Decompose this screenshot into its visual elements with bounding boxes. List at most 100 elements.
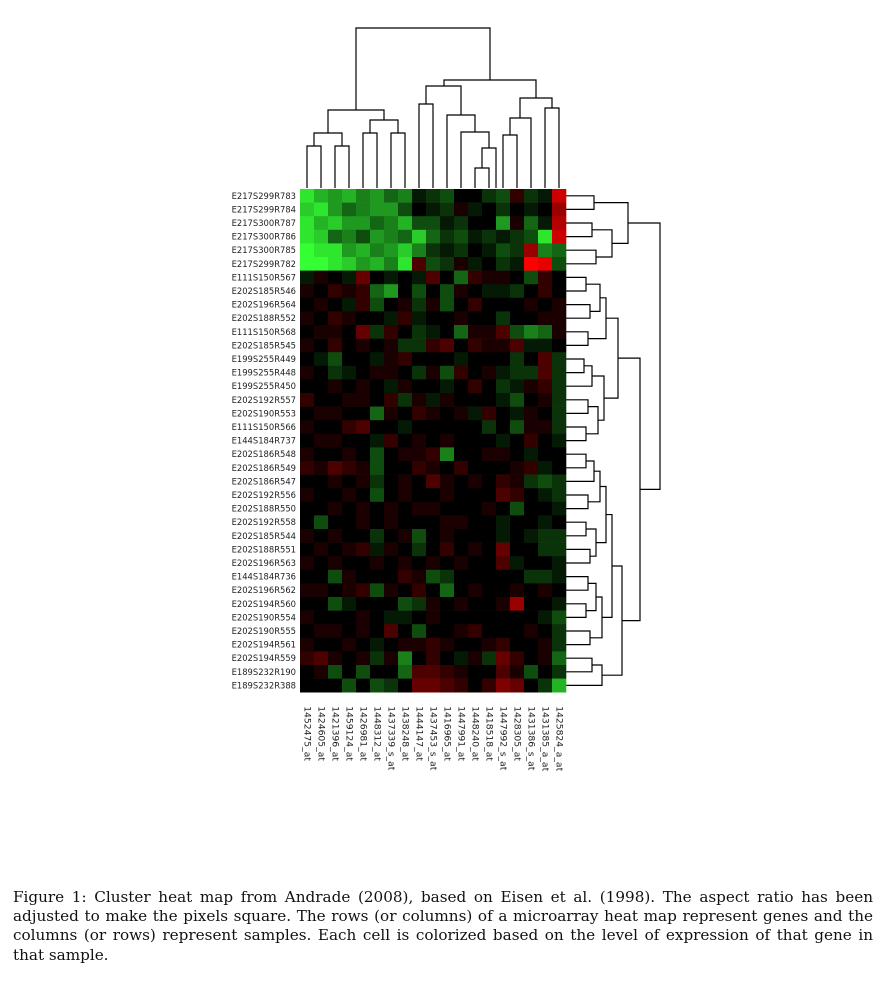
heatmap-cell (538, 257, 553, 271)
heatmap-cell (454, 515, 469, 530)
heatmap-cell (384, 542, 399, 557)
heatmap-cell (370, 597, 385, 611)
heatmap-cell (328, 529, 343, 543)
heatmap-cell (538, 529, 553, 543)
heatmap-cell (482, 202, 497, 217)
heatmap-cell (552, 678, 567, 693)
heatmap-cell (510, 461, 525, 475)
heatmap-cell (356, 297, 371, 312)
heatmap-cell (300, 678, 315, 693)
heatmap-cell (454, 189, 469, 203)
heatmap-cell (468, 297, 483, 312)
dendrogram-branch (566, 630, 591, 646)
heatmap-cell (300, 637, 315, 652)
column-label: 1426981_at (358, 706, 369, 761)
heatmap-cell (398, 243, 413, 258)
heatmap-cell (510, 406, 525, 421)
heatmap-cell (454, 216, 469, 231)
heatmap-cell (314, 406, 329, 421)
heatmap-cell (356, 284, 371, 299)
heatmap-cell (468, 284, 483, 299)
column-label: 1452475_at (302, 706, 313, 761)
heatmap-cell (440, 297, 455, 312)
heatmap-cell (342, 529, 357, 543)
heatmap-cell (426, 257, 441, 271)
heatmap-cell (538, 474, 553, 489)
heatmap-cell (356, 474, 371, 489)
heatmap-cell (384, 637, 399, 652)
dendrogram-branch (566, 494, 589, 510)
heatmap-cell (524, 284, 539, 299)
heatmap-cell (328, 678, 343, 693)
heatmap-cell (426, 325, 441, 339)
heatmap-cell (454, 270, 469, 285)
heatmap-cell (356, 651, 371, 666)
heatmap-cell (524, 624, 539, 639)
heatmap-cell (496, 556, 511, 571)
heatmap-cell (342, 257, 357, 271)
heatmap-cell (440, 338, 455, 353)
heatmap-cell (482, 678, 497, 693)
heatmap-cell (342, 597, 357, 611)
row-labels: E217S299R783 E217S299R784 E217S300R787 E217… (232, 191, 296, 691)
heatmap-cell (468, 678, 483, 693)
heatmap-cell (384, 325, 399, 339)
heatmap-cell (314, 270, 329, 285)
heatmap-cell (468, 393, 483, 407)
row-label: E202S196R563 (232, 558, 296, 568)
row-label: E217S300R785 (232, 245, 296, 255)
heatmap-cell (524, 501, 539, 516)
heatmap-cell (342, 189, 357, 203)
heatmap-cell (468, 257, 483, 271)
row-label: E189S232R190 (232, 667, 296, 677)
heatmap-cell (384, 678, 399, 693)
heatmap-cell (440, 420, 455, 435)
heatmap-cell (454, 297, 469, 312)
heatmap-cell (412, 229, 427, 244)
heatmap-cell (384, 229, 399, 244)
dendrogram-branch (566, 664, 603, 686)
heatmap-cell (328, 365, 343, 380)
heatmap-cell (510, 610, 525, 625)
heatmap-cell (384, 216, 399, 231)
heatmap-cell (342, 488, 357, 503)
heatmap-cell (538, 297, 553, 312)
heatmap-cell (482, 529, 497, 543)
heatmap-cell (314, 352, 329, 367)
heatmap-cell (510, 284, 525, 299)
heatmap-cell (384, 243, 399, 258)
heatmap-cell (524, 229, 539, 244)
heatmap-cell (440, 365, 455, 380)
heatmap-cell (300, 461, 315, 475)
heatmap-cell (552, 325, 567, 339)
heatmap-cell (314, 461, 329, 475)
heatmap-cell (510, 651, 525, 666)
row-label: E217S299R784 (232, 204, 296, 214)
heatmap-cell (300, 270, 315, 285)
heatmap-cell (370, 365, 385, 380)
heatmap-cell (510, 365, 525, 380)
heatmap-cell (398, 501, 413, 516)
row-label: E189S232R388 (232, 680, 296, 690)
heatmap-cell (440, 651, 455, 666)
heatmap-cell (496, 610, 511, 625)
heatmap-cell (328, 515, 343, 530)
heatmap-cell (328, 637, 343, 652)
heatmap-cell (398, 311, 413, 326)
heatmap-cell (398, 420, 413, 435)
heatmap-cell (356, 229, 371, 244)
heatmap-cell (370, 515, 385, 530)
row-label: E202S186R549 (232, 463, 296, 473)
row-label: E111S150R568 (232, 327, 296, 337)
heatmap-cell (398, 678, 413, 693)
row-label: E202S194R559 (232, 653, 296, 663)
heatmap-cell (300, 515, 315, 530)
heatmap-cell (454, 529, 469, 543)
heatmap-cell (384, 461, 399, 475)
heatmap-cell (538, 202, 553, 217)
heatmap-cell (454, 637, 469, 652)
heatmap-cell (468, 637, 483, 652)
heatmap-cell (440, 352, 455, 367)
column-label: 1448312_at (372, 706, 383, 761)
heatmap-cell (496, 583, 511, 598)
